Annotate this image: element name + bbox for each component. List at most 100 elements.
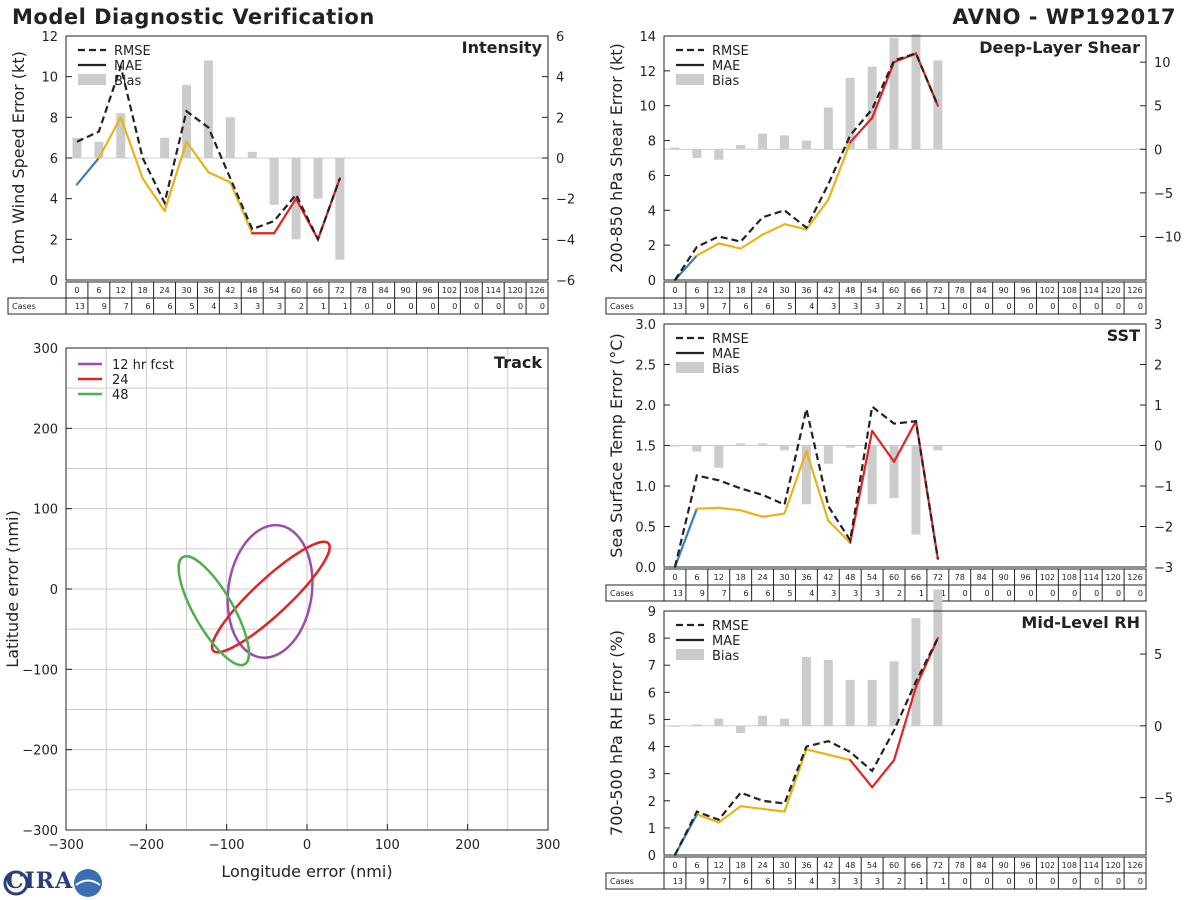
bias-bar	[933, 445, 943, 451]
bias-bar	[801, 656, 811, 726]
logo-ring	[3, 870, 29, 896]
y-tick-label: 1	[648, 822, 656, 837]
case-count: 4	[809, 589, 814, 598]
lead-time-label: 72	[933, 286, 943, 295]
lead-time-label: 66	[911, 573, 921, 582]
mae-segment	[207, 171, 232, 184]
case-count: 1	[343, 302, 348, 311]
lead-time-label: 108	[464, 286, 479, 295]
y-tick-label: 4	[648, 741, 656, 756]
y-tick-label: 12	[639, 65, 656, 80]
y-tick-label: 2	[50, 233, 58, 248]
case-count: 0	[1138, 589, 1143, 598]
x-tick-label: 0	[303, 838, 311, 853]
lead-time-label: 84	[977, 861, 987, 870]
lead-time-label: 30	[779, 286, 789, 295]
case-count: 9	[700, 877, 705, 886]
bias-bar	[889, 37, 899, 150]
case-count: 1	[941, 877, 946, 886]
case-count: 7	[722, 302, 727, 311]
y-tick-label: 3	[648, 768, 656, 783]
legend-mae-label: MAE	[114, 59, 142, 74]
mae-segment	[805, 748, 830, 756]
lead-time-label: 102	[442, 286, 457, 295]
lead-time-label: 24	[757, 573, 767, 582]
y2-tick-label: 0	[1154, 440, 1162, 455]
lead-time-label: 36	[801, 286, 811, 295]
lead-time-label: 90	[998, 286, 1008, 295]
case-count: 0	[1116, 877, 1121, 886]
mae-segment	[185, 140, 210, 174]
y-tick-label: 300	[33, 342, 58, 357]
y-tick-label: 0	[50, 274, 58, 289]
case-count: 1	[941, 589, 946, 598]
legend-mae-label: MAE	[712, 634, 740, 649]
legend-label: 24	[112, 373, 129, 388]
case-count: 0	[496, 302, 501, 311]
lead-time-label: 30	[181, 286, 191, 295]
lead-time-label: 120	[1105, 286, 1120, 295]
bias-bar	[823, 659, 833, 726]
case-count: 5	[787, 877, 792, 886]
case-count: 2	[299, 302, 304, 311]
lead-time-label: 6	[694, 861, 699, 870]
legend-mae-label: MAE	[712, 59, 740, 74]
case-count: 7	[722, 589, 727, 598]
lead-time-label: 60	[889, 286, 899, 295]
bias-bar	[160, 137, 170, 158]
y-tick-label: 2.0	[635, 399, 656, 414]
y-tick-label: 200	[33, 422, 58, 437]
mae-segment	[119, 116, 144, 180]
y2-tick-label: −2	[1154, 521, 1173, 536]
lead-time-label: 96	[1020, 286, 1030, 295]
case-count: 0	[1072, 877, 1077, 886]
mae-segment	[914, 637, 939, 689]
case-count: 0	[365, 302, 370, 311]
case-count: 0	[408, 302, 413, 311]
mae-segment	[827, 141, 852, 201]
x-tick-label: −300	[48, 838, 84, 853]
lead-time-label: 102	[1040, 286, 1055, 295]
lead-time-label: 96	[422, 286, 432, 295]
lead-time-label: 60	[889, 573, 899, 582]
y-tick-label: 5	[648, 713, 656, 728]
case-count: 0	[1094, 589, 1099, 598]
mae-segment	[871, 429, 896, 463]
bias-bar	[933, 589, 943, 726]
y2-tick-label: 3	[1154, 318, 1162, 333]
y2-tick-label: −3	[1154, 561, 1173, 576]
rmse-line	[674, 52, 939, 281]
mae-segment	[783, 450, 808, 515]
case-count: 4	[211, 302, 216, 311]
lead-time-label: 36	[203, 286, 213, 295]
y-tick-label: 1.5	[635, 440, 656, 455]
lead-time-label: 54	[867, 286, 877, 295]
x-tick-label: 100	[375, 838, 400, 853]
bias-bar	[867, 679, 877, 726]
panel-title: SST	[1107, 326, 1140, 345]
lead-time-label: 54	[867, 573, 877, 582]
y-tick-label: 100	[33, 503, 58, 518]
y2-tick-label: 6	[556, 30, 564, 45]
case-count: 1	[919, 877, 924, 886]
case-count: 0	[1094, 302, 1099, 311]
lead-time-label: 84	[977, 286, 987, 295]
mae-segment	[849, 759, 874, 789]
y2-tick-label: 5	[1154, 648, 1162, 663]
case-count: 0	[474, 302, 479, 311]
legend-rmse-label: RMSE	[114, 44, 151, 59]
lead-time-label: 12	[714, 573, 724, 582]
lead-time-label: 102	[1040, 861, 1055, 870]
lead-time-label: 54	[269, 286, 279, 295]
panel-title: Intensity	[462, 38, 543, 57]
y-tick-label: 14	[639, 30, 656, 45]
bias-bar	[269, 158, 279, 205]
lead-time-label: 72	[933, 861, 943, 870]
case-count: 0	[540, 302, 545, 311]
mae-segment	[717, 506, 742, 512]
y2-tick-label: −4	[556, 233, 575, 248]
mae-segment	[97, 116, 122, 160]
lead-time-label: 72	[335, 286, 345, 295]
case-count: 3	[853, 589, 858, 598]
